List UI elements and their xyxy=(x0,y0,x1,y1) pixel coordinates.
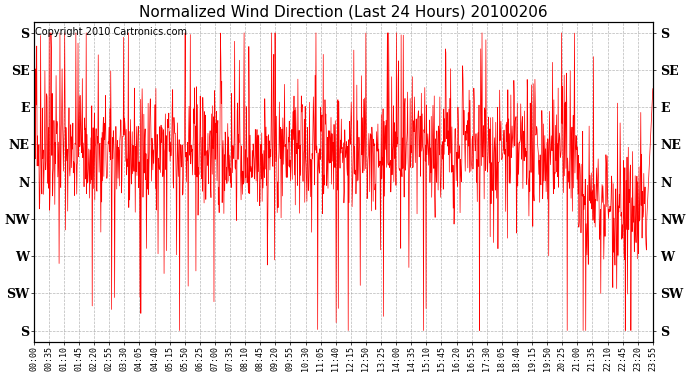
Title: Normalized Wind Direction (Last 24 Hours) 20100206: Normalized Wind Direction (Last 24 Hours… xyxy=(139,4,548,19)
Text: Copyright 2010 Cartronics.com: Copyright 2010 Cartronics.com xyxy=(35,27,187,36)
